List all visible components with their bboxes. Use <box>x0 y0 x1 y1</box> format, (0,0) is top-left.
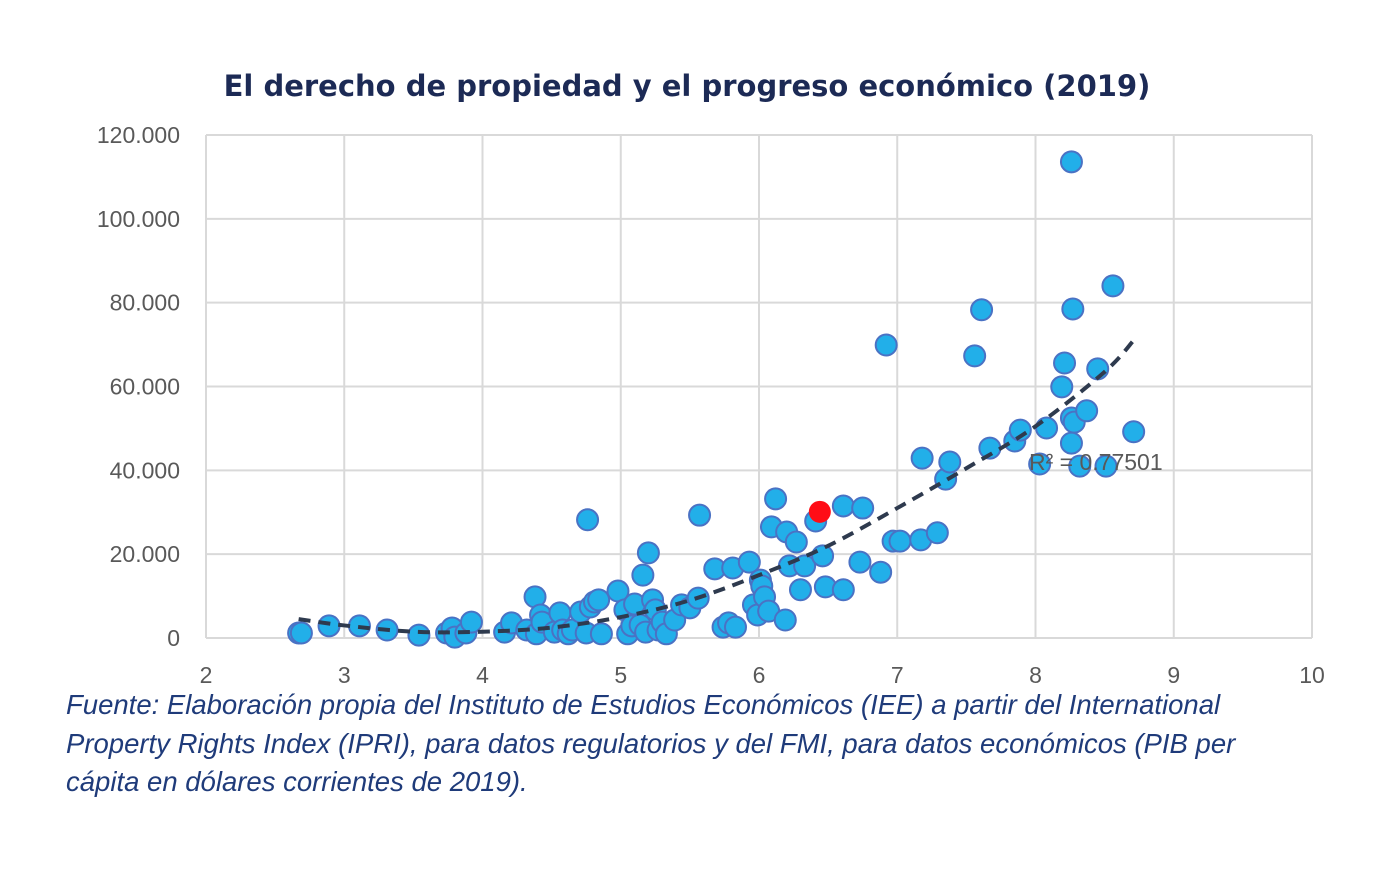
data-point <box>888 529 912 553</box>
x-tick-label: 8 <box>1029 662 1042 688</box>
y-tick-label: 80.000 <box>110 290 180 316</box>
data-point <box>636 541 660 565</box>
y-tick-label: 100.000 <box>97 206 180 232</box>
data-point <box>848 550 872 574</box>
data-point <box>831 578 855 602</box>
data-point <box>688 503 712 527</box>
y-tick-label: 60.000 <box>110 374 180 400</box>
x-axis-ticks: 2 3 4 5 6 7 8 9 10 <box>200 662 1325 688</box>
data-point <box>317 614 341 638</box>
data-point <box>589 622 613 646</box>
y-tick-label: 20.000 <box>110 541 180 567</box>
data-point <box>1050 375 1074 399</box>
data-point <box>938 450 962 474</box>
highlighted-data-point <box>808 500 831 523</box>
y-tick-label: 40.000 <box>110 457 180 483</box>
trendline <box>298 339 1136 635</box>
y-tick-label: 120.000 <box>97 122 180 148</box>
grid <box>205 134 1313 639</box>
data-point <box>459 610 483 634</box>
data-point <box>1028 452 1052 476</box>
data-point <box>1061 297 1085 321</box>
data-point <box>970 298 994 322</box>
data-point <box>963 344 987 368</box>
x-tick-label: 6 <box>753 662 766 688</box>
y-axis-ticks: 0 20.000 40.000 60.000 80.000 100.000 120.000 <box>97 122 180 651</box>
data-point <box>773 608 797 632</box>
data-points <box>287 150 1146 649</box>
data-point <box>851 496 875 520</box>
data-point <box>1053 351 1077 375</box>
x-tick-label: 4 <box>476 662 489 688</box>
data-point <box>811 544 835 568</box>
y-tick-label: 0 <box>167 625 180 651</box>
x-tick-label: 7 <box>891 662 904 688</box>
data-point <box>407 623 431 647</box>
data-point <box>631 563 655 587</box>
data-point <box>910 446 934 470</box>
x-tick-label: 10 <box>1299 662 1325 688</box>
data-point <box>1075 399 1099 423</box>
x-tick-label: 2 <box>200 662 213 688</box>
data-point <box>1068 454 1092 478</box>
r-squared-label: R² = 0.77501 <box>1029 449 1163 475</box>
data-point <box>925 521 949 545</box>
chart-title: El derecho de propiedad y el progreso ec… <box>224 69 1151 103</box>
data-point <box>587 588 611 612</box>
data-point <box>1122 420 1146 444</box>
data-point <box>723 615 747 639</box>
x-tick-label: 3 <box>338 662 351 688</box>
data-point <box>1094 454 1118 478</box>
data-point <box>869 560 893 584</box>
x-tick-label: 9 <box>1167 662 1180 688</box>
data-point <box>788 578 812 602</box>
data-point <box>784 530 808 554</box>
x-tick-label: 5 <box>614 662 627 688</box>
data-point <box>1101 274 1125 298</box>
data-point <box>289 621 313 645</box>
data-point <box>576 508 600 532</box>
data-point <box>831 494 855 518</box>
source-caption: Fuente: Elaboración propia del Instituto… <box>66 689 1236 797</box>
data-point <box>737 550 761 574</box>
data-point <box>764 487 788 511</box>
data-point <box>1059 150 1083 174</box>
data-point <box>1035 416 1059 440</box>
data-point <box>874 333 898 357</box>
